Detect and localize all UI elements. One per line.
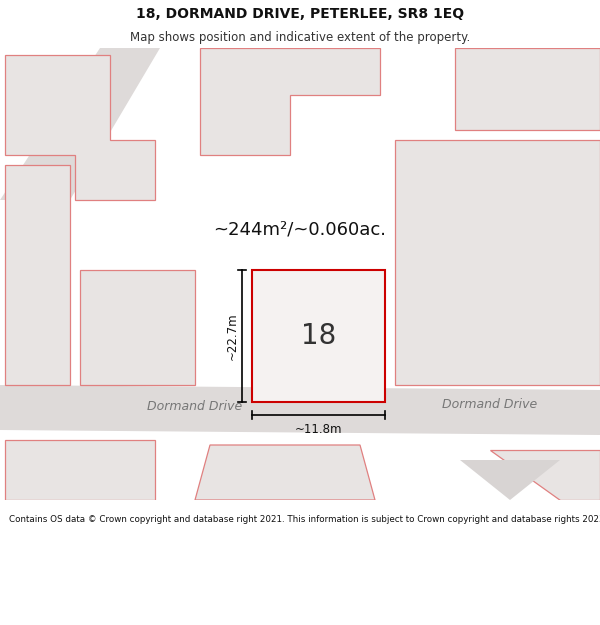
Text: 18, DORMAND DRIVE, PETERLEE, SR8 1EQ: 18, DORMAND DRIVE, PETERLEE, SR8 1EQ: [136, 8, 464, 21]
Polygon shape: [460, 460, 560, 500]
Text: Map shows position and indicative extent of the property.: Map shows position and indicative extent…: [130, 31, 470, 44]
Text: 18: 18: [301, 322, 336, 350]
Text: Dormand Drive: Dormand Drive: [148, 401, 242, 414]
Polygon shape: [455, 48, 600, 130]
Polygon shape: [195, 445, 375, 500]
Text: ~11.8m: ~11.8m: [295, 423, 342, 436]
Polygon shape: [200, 48, 380, 155]
Polygon shape: [80, 270, 195, 385]
Polygon shape: [5, 165, 70, 385]
Polygon shape: [0, 48, 160, 200]
Polygon shape: [0, 385, 600, 435]
Text: Contains OS data © Crown copyright and database right 2021. This information is : Contains OS data © Crown copyright and d…: [9, 515, 600, 524]
Polygon shape: [5, 440, 155, 500]
Bar: [252, 270, 385, 402]
Text: ~22.7m: ~22.7m: [226, 312, 239, 360]
Polygon shape: [395, 140, 600, 385]
Text: Dormand Drive: Dormand Drive: [442, 399, 538, 411]
Polygon shape: [5, 55, 155, 200]
Text: ~244m²/~0.060ac.: ~244m²/~0.060ac.: [214, 221, 386, 239]
Polygon shape: [490, 450, 600, 500]
